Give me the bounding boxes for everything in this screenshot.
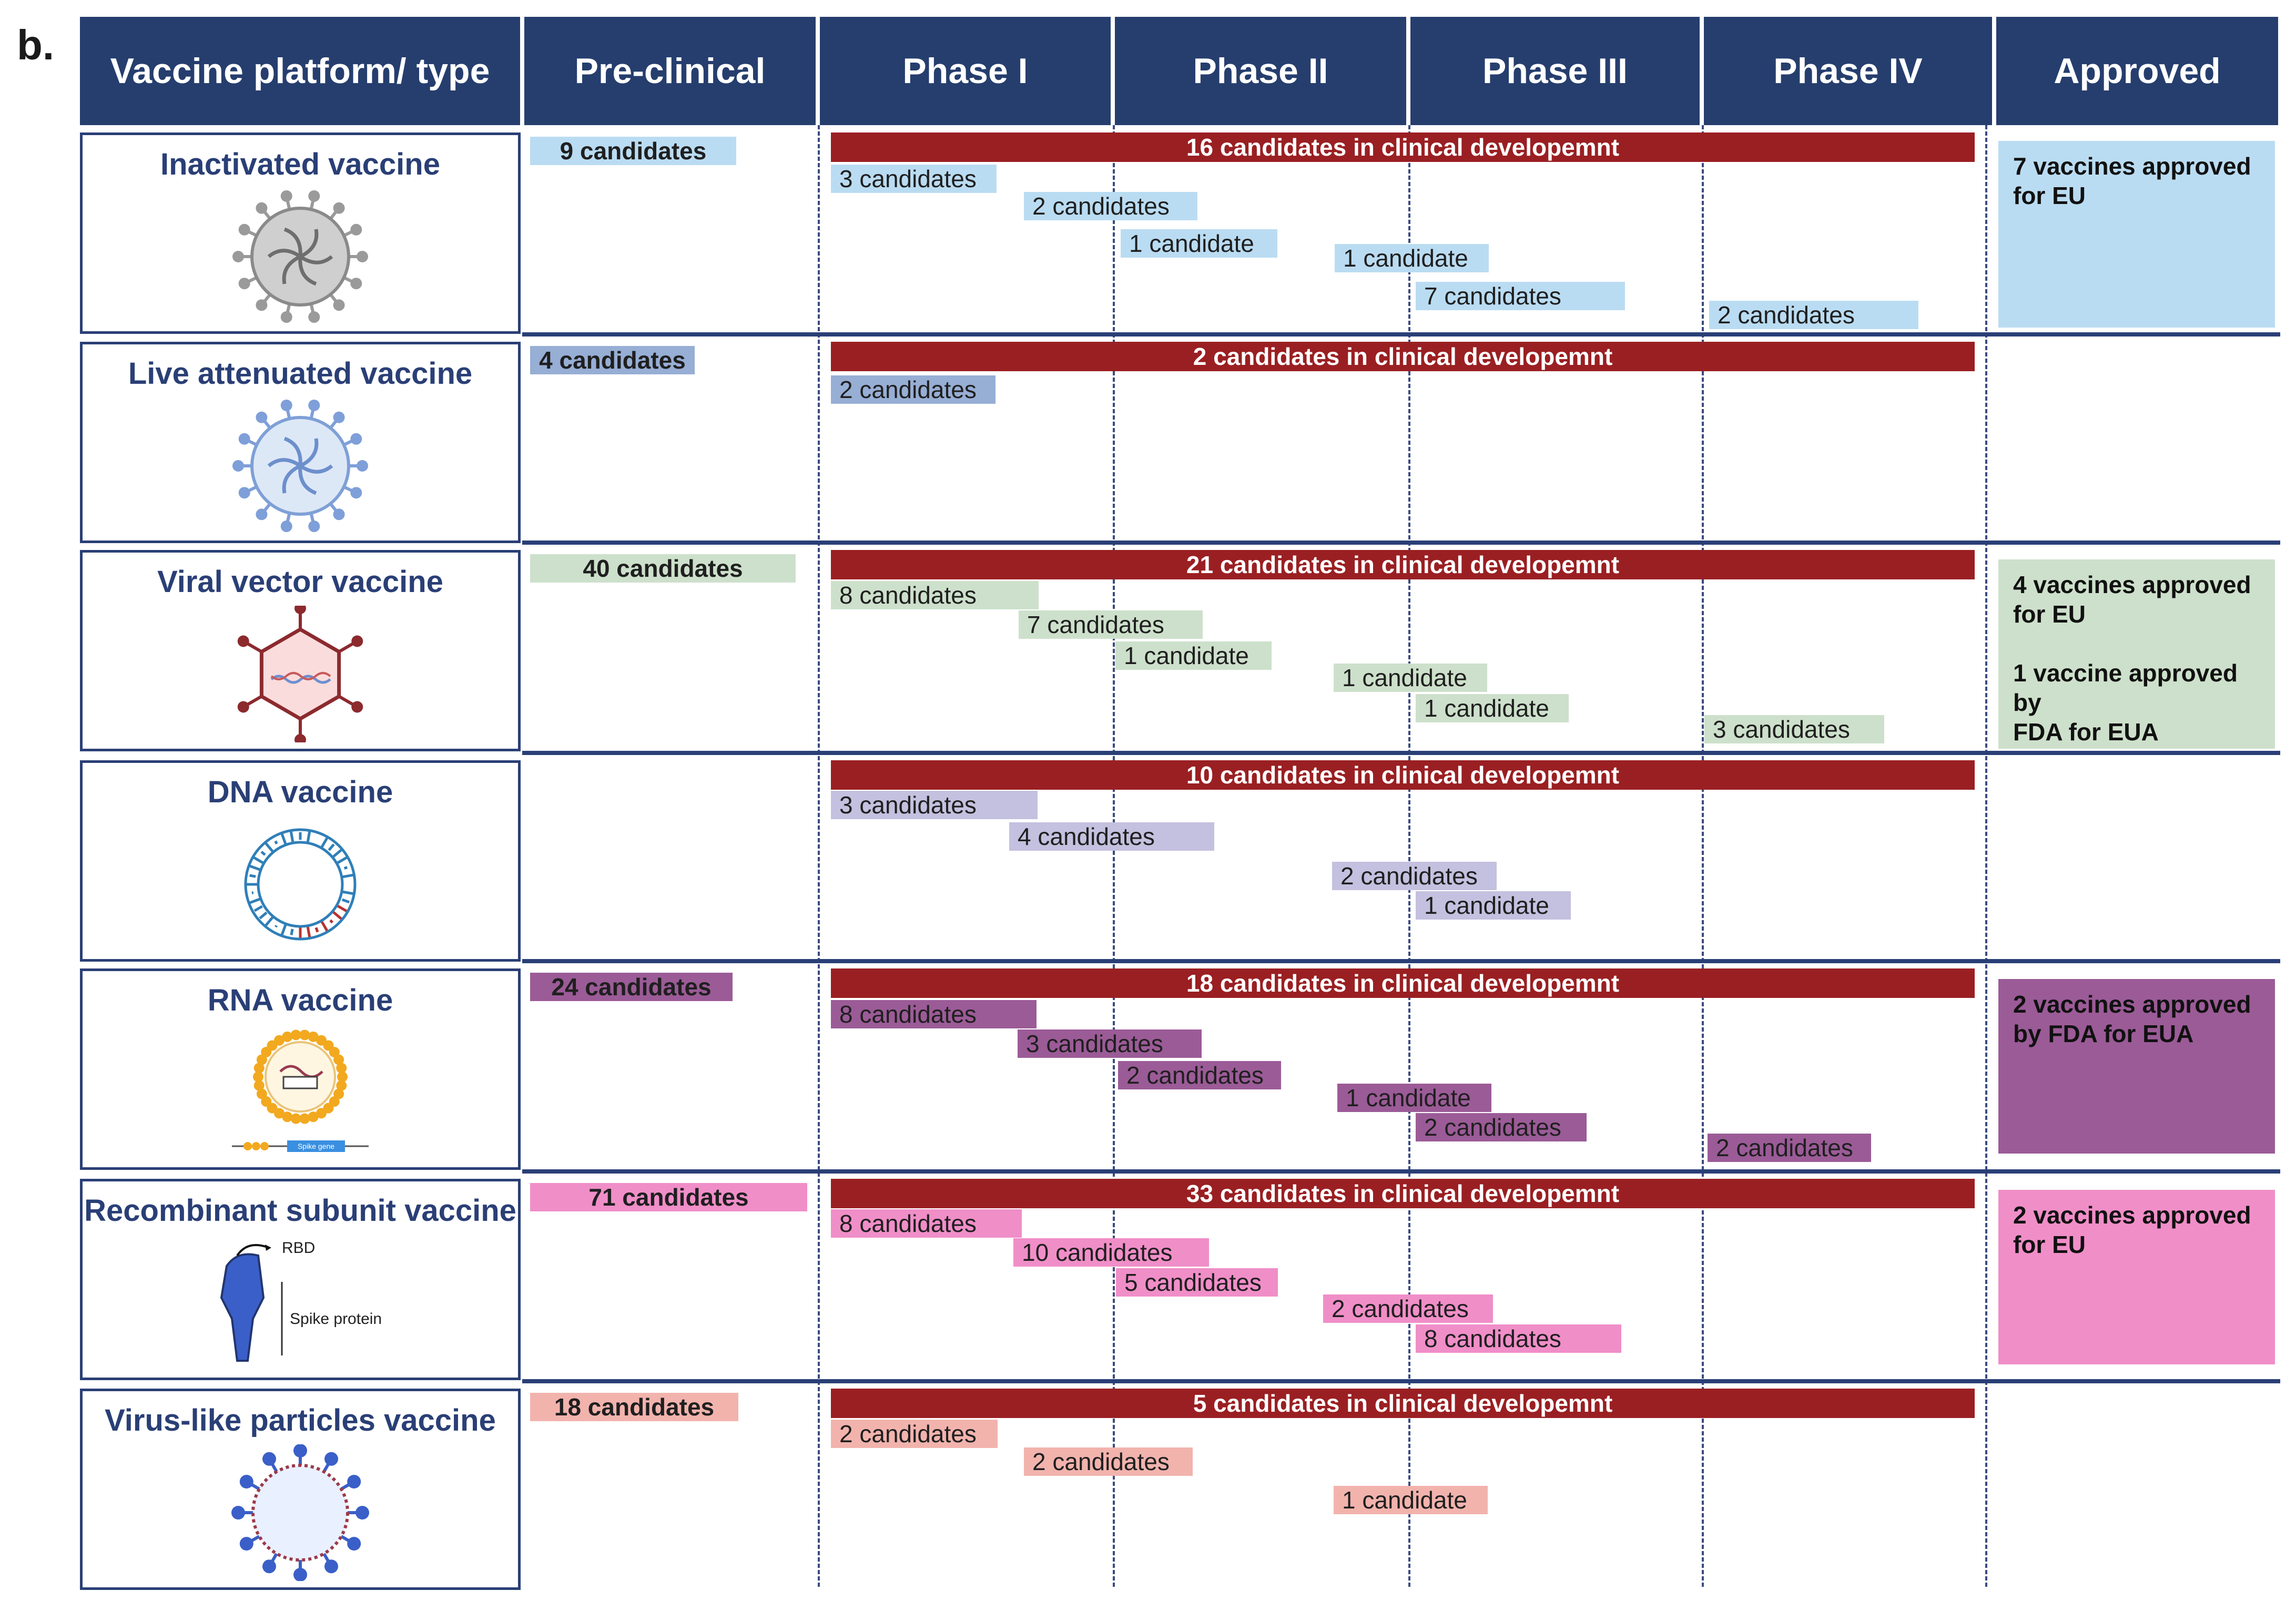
candidate-bar: 1 candidate [1416,694,1569,722]
candidate-bar: 2 candidates [1118,1061,1281,1089]
row-separator [522,332,2280,336]
preclinical-bar: 24 candidates [530,973,733,1001]
candidate-bar: 3 candidates [831,165,997,193]
candidate-bar: 8 candidates [831,1000,1037,1028]
phase-divider-line [1113,125,1115,1587]
platform-box-4: DNA vaccine [80,760,521,962]
clinical-development-bar: 16 candidates in clinical developemnt [831,132,1975,162]
dna-plasmid-icon [83,810,518,959]
platform-box-6: Recombinant subunit vaccine RBD Spike prot… [80,1179,521,1380]
virus-like-particle-icon [83,1438,518,1587]
candidate-bar: 1 candidate [1335,244,1489,272]
candidate-bar: 2 candidates [831,375,995,404]
platform-name: RNA vaccine [207,983,393,1017]
viral-vector-icon [83,599,518,749]
platform-name: DNA vaccine [207,775,393,809]
panel-label: b. [17,22,55,68]
platform-name: Recombinant subunit vaccine [84,1194,516,1228]
candidate-bar: 1 candidate [1416,891,1571,920]
clinical-development-bar: 5 candidates in clinical developemnt [831,1389,1975,1418]
header-cell-7: Approved [1996,17,2278,125]
rbd-label: RBD [282,1239,315,1257]
row-separator [522,1169,2280,1174]
clinical-development-bar: 18 candidates in clinical developemnt [831,968,1975,998]
preclinical-bar: 9 candidates [530,137,736,165]
candidate-bar: 4 candidates [1009,822,1214,851]
candidate-bar: 8 candidates [1416,1324,1621,1353]
platform-box-1: Inactivated vaccine [80,132,521,334]
phase-divider-line [818,125,820,1587]
clinical-development-bar: 33 candidates in clinical developemnt [831,1179,1975,1208]
row-separator [522,541,2280,545]
candidate-bar: 2 candidates [1332,862,1497,890]
candidate-bar: 2 candidates [1709,301,1918,329]
platform-box-3: Viral vector vaccine [80,550,521,751]
row-separator [522,959,2280,963]
platform-name: Virus-like particles vaccine [105,1403,496,1437]
header-cell-4: Phase II [1115,17,1406,125]
spike-gene-label: Spike gene [298,1142,334,1150]
candidate-bar: 1 candidate [1334,664,1487,692]
spike-protein-label: Spike protein [290,1310,382,1328]
candidate-bar: 1 candidate [1121,229,1277,258]
header-cell-5: Phase III [1410,17,1700,125]
header-cell-6: Phase IV [1704,17,1992,125]
rna-lipid-nanoparticle-icon: Spike gene [83,1018,518,1167]
candidate-bar: 1 candidate [1337,1084,1491,1112]
candidate-bar: 10 candidates [1013,1238,1209,1267]
approved-box: 2 vaccines approved by FDA for EUA [1998,979,2275,1154]
preclinical-bar: 4 candidates [530,346,695,374]
inactivated-virus-icon [83,182,518,331]
candidate-bar: 2 candidates [1416,1113,1587,1141]
candidate-bar: 3 candidates [1018,1029,1202,1058]
candidate-bar: 2 candidates [1323,1294,1493,1323]
preclinical-bar: 71 candidates [530,1183,807,1211]
header-cell-2: Pre-clinical [524,17,816,125]
candidate-bar: 3 candidates [1704,715,1884,743]
preclinical-bar: 40 candidates [530,554,796,583]
platform-box-2: Live attenuated vaccine [80,342,521,543]
candidate-bar: 8 candidates [831,581,1039,609]
candidate-bar: 2 candidates [831,1420,998,1448]
live-attenuated-virus-icon [83,391,518,541]
row-separator [522,751,2280,755]
phase-divider-line [1985,125,1987,1587]
clinical-development-bar: 2 candidates in clinical developemnt [831,342,1975,371]
approved-box: 2 vaccines approved for EU [1998,1190,2275,1364]
approved-box: 7 vaccines approved for EU [1998,141,2275,328]
candidate-bar: 3 candidates [831,791,1038,819]
preclinical-bar: 18 candidates [530,1393,738,1421]
candidate-bar: 1 candidate [1115,641,1272,670]
approved-box: 4 vaccines approved for EU 1 vaccine app… [1998,559,2275,749]
platform-name: Live attenuated vaccine [128,356,473,391]
clinical-development-bar: 10 candidates in clinical developemnt [831,760,1975,790]
candidate-bar: 5 candidates [1116,1268,1278,1297]
candidate-bar: 7 candidates [1416,282,1625,310]
clinical-development-bar: 21 candidates in clinical developemnt [831,550,1975,579]
candidate-bar: 8 candidates [831,1209,1022,1238]
header-cell-1: Vaccine platform/ type [80,17,520,125]
spike-protein-icon: RBD Spike protein [83,1228,518,1378]
candidate-bar: 1 candidate [1334,1486,1488,1514]
platform-name: Inactivated vaccine [160,147,440,181]
platform-name: Viral vector vaccine [157,565,443,599]
candidate-bar: 2 candidates [1708,1134,1871,1162]
candidate-bar: 2 candidates [1024,192,1197,220]
phase-divider-line [1702,125,1704,1587]
phase-divider-line [1408,125,1410,1587]
platform-box-5: RNA vaccine Spike gene [80,968,521,1170]
platform-box-7: Virus-like particles vaccine [80,1389,521,1590]
row-separator [522,1379,2280,1383]
candidate-bar: 7 candidates [1019,610,1203,639]
header-cell-3: Phase I [820,17,1111,125]
candidate-bar: 2 candidates [1024,1447,1193,1476]
